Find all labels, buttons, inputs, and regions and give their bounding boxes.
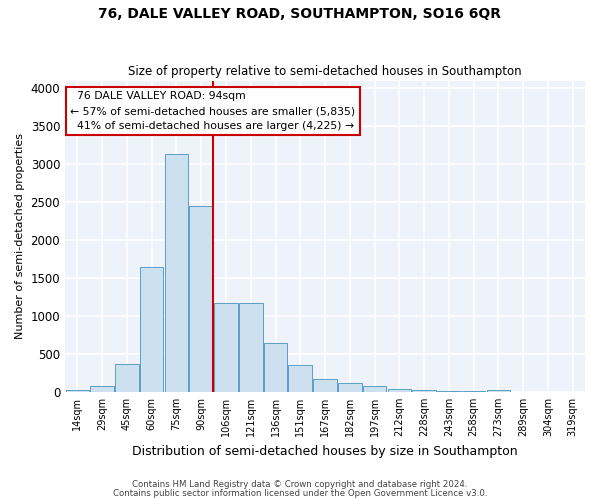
Bar	[363, 386, 386, 392]
Y-axis label: Number of semi-detached properties: Number of semi-detached properties	[15, 133, 25, 339]
Bar	[289, 366, 312, 392]
Text: 76, DALE VALLEY ROAD, SOUTHAMPTON, SO16 6QR: 76, DALE VALLEY ROAD, SOUTHAMPTON, SO16 …	[98, 8, 502, 22]
X-axis label: Distribution of semi-detached houses by size in Southampton: Distribution of semi-detached houses by …	[132, 444, 518, 458]
Bar	[91, 386, 114, 392]
Bar	[412, 390, 436, 392]
Text: Contains HM Land Registry data © Crown copyright and database right 2024.: Contains HM Land Registry data © Crown c…	[132, 480, 468, 489]
Bar	[437, 391, 461, 392]
Bar	[487, 390, 510, 392]
Bar	[140, 266, 163, 392]
Bar	[165, 154, 188, 392]
Bar	[239, 303, 263, 392]
Bar	[388, 389, 411, 392]
Title: Size of property relative to semi-detached houses in Southampton: Size of property relative to semi-detach…	[128, 65, 522, 78]
Text: 76 DALE VALLEY ROAD: 94sqm
← 57% of semi-detached houses are smaller (5,835)
  4: 76 DALE VALLEY ROAD: 94sqm ← 57% of semi…	[70, 92, 355, 131]
Bar	[65, 390, 89, 392]
Bar	[338, 383, 362, 392]
Bar	[190, 206, 213, 392]
Bar	[313, 378, 337, 392]
Bar	[264, 344, 287, 392]
Bar	[214, 303, 238, 392]
Bar	[115, 364, 139, 392]
Text: Contains public sector information licensed under the Open Government Licence v3: Contains public sector information licen…	[113, 489, 487, 498]
